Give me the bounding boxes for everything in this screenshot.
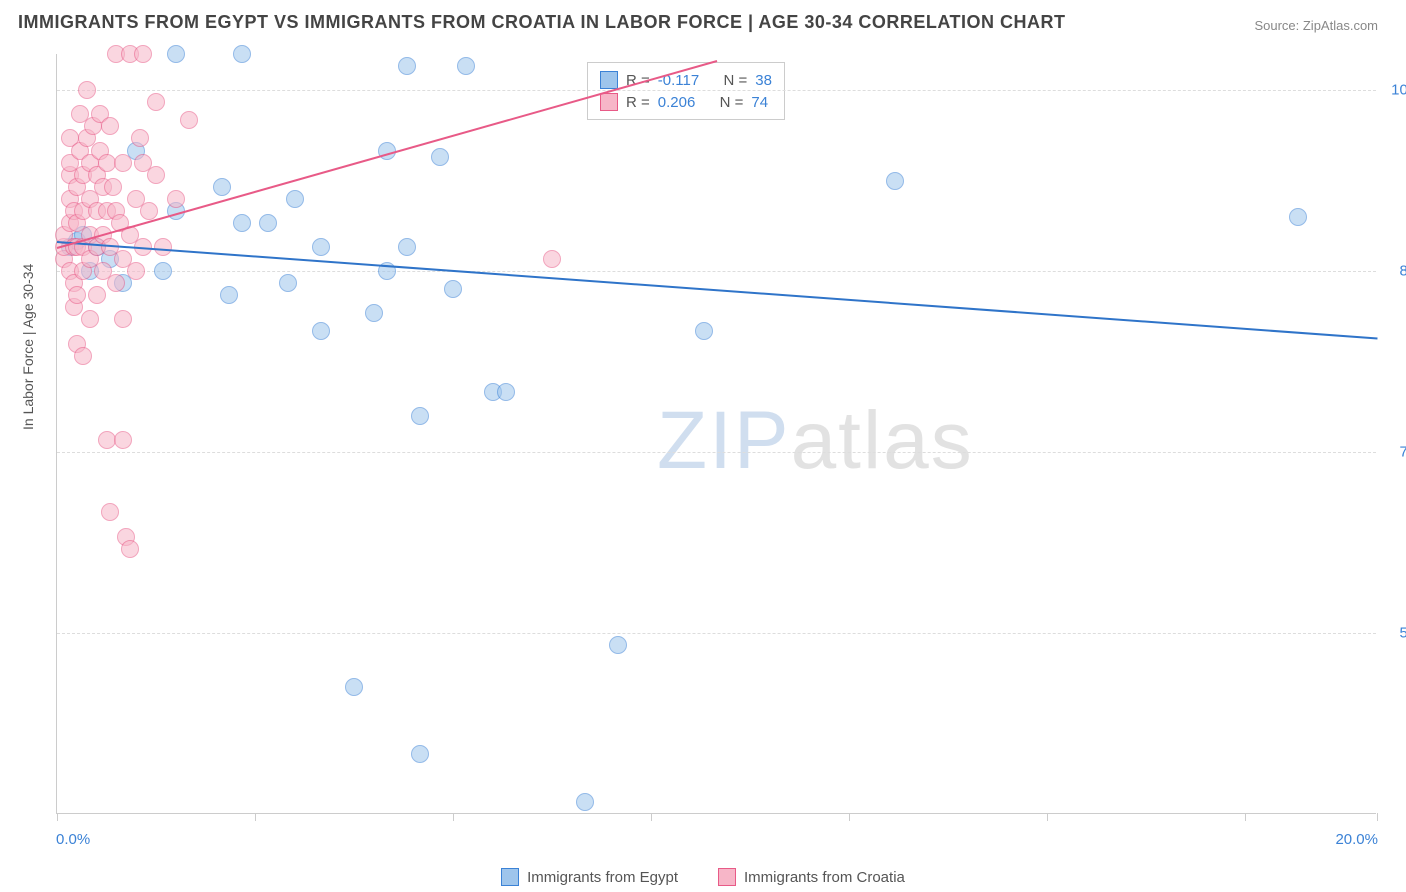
data-point-egypt bbox=[220, 286, 238, 304]
n-value: 74 bbox=[751, 94, 768, 111]
gridline-h bbox=[57, 271, 1376, 272]
data-point-egypt bbox=[431, 148, 449, 166]
data-point-egypt bbox=[286, 190, 304, 208]
data-point-croatia bbox=[101, 503, 119, 521]
y-tick-label: 85.0% bbox=[1382, 263, 1406, 280]
data-point-croatia bbox=[154, 238, 172, 256]
y-axis-label: In Labor Force | Age 30-34 bbox=[20, 264, 36, 430]
data-point-croatia bbox=[167, 190, 185, 208]
data-point-croatia bbox=[147, 93, 165, 111]
gridline-h bbox=[57, 452, 1376, 453]
scatter-plot: ZIPatlas R = -0.117 N = 38 R = 0.206 N =… bbox=[56, 54, 1376, 814]
x-tick-mark bbox=[651, 813, 652, 821]
data-point-croatia bbox=[131, 129, 149, 147]
data-point-egypt bbox=[497, 383, 515, 401]
bottom-legend: Immigrants from Egypt Immigrants from Cr… bbox=[0, 868, 1406, 886]
data-point-croatia bbox=[114, 431, 132, 449]
data-point-croatia bbox=[121, 540, 139, 558]
swatch-croatia bbox=[600, 93, 618, 111]
chart-title: IMMIGRANTS FROM EGYPT VS IMMIGRANTS FROM… bbox=[18, 12, 1066, 33]
source-label: Source: ZipAtlas.com bbox=[1254, 18, 1378, 33]
legend-item-egypt: Immigrants from Egypt bbox=[501, 868, 678, 886]
data-point-egypt bbox=[312, 238, 330, 256]
data-point-croatia bbox=[88, 286, 106, 304]
data-point-croatia bbox=[81, 310, 99, 328]
x-tick-mark bbox=[1377, 813, 1378, 821]
r-label: R = bbox=[626, 94, 650, 111]
data-point-croatia bbox=[98, 431, 116, 449]
gridline-h bbox=[57, 90, 1376, 91]
data-point-croatia bbox=[107, 274, 125, 292]
data-point-egypt bbox=[233, 45, 251, 63]
data-point-egypt bbox=[213, 178, 231, 196]
data-point-egypt bbox=[609, 636, 627, 654]
x-tick-mark bbox=[849, 813, 850, 821]
data-point-croatia bbox=[180, 111, 198, 129]
data-point-egypt bbox=[233, 214, 251, 232]
data-point-croatia bbox=[134, 45, 152, 63]
data-point-egypt bbox=[154, 262, 172, 280]
data-point-croatia bbox=[127, 262, 145, 280]
y-tick-label: 55.0% bbox=[1382, 625, 1406, 642]
trendline bbox=[57, 241, 1377, 340]
r-value: 0.206 bbox=[658, 94, 696, 111]
data-point-croatia bbox=[98, 154, 116, 172]
data-point-croatia bbox=[78, 81, 96, 99]
data-point-egypt bbox=[365, 304, 383, 322]
watermark: ZIPatlas bbox=[657, 394, 974, 488]
data-point-egypt bbox=[576, 793, 594, 811]
data-point-egypt bbox=[259, 214, 277, 232]
data-point-egypt bbox=[312, 322, 330, 340]
x-tick-mark bbox=[57, 813, 58, 821]
data-point-egypt bbox=[398, 238, 416, 256]
data-point-egypt bbox=[444, 280, 462, 298]
data-point-egypt bbox=[398, 57, 416, 75]
y-tick-label: 100.0% bbox=[1382, 82, 1406, 99]
data-point-croatia bbox=[114, 310, 132, 328]
x-tick-mark bbox=[1047, 813, 1048, 821]
legend-item-croatia: Immigrants from Croatia bbox=[718, 868, 905, 886]
data-point-croatia bbox=[68, 286, 86, 304]
x-tick-left: 0.0% bbox=[56, 831, 90, 848]
n-label: N = bbox=[720, 94, 744, 111]
data-point-egypt bbox=[167, 45, 185, 63]
legend-label-egypt: Immigrants from Egypt bbox=[527, 869, 678, 886]
legend-swatch-egypt bbox=[501, 868, 519, 886]
n-label: N = bbox=[724, 72, 748, 89]
swatch-egypt bbox=[600, 71, 618, 89]
data-point-croatia bbox=[114, 154, 132, 172]
data-point-egypt bbox=[1289, 208, 1307, 226]
data-point-croatia bbox=[101, 117, 119, 135]
legend-swatch-croatia bbox=[718, 868, 736, 886]
data-point-egypt bbox=[345, 678, 363, 696]
data-point-croatia bbox=[140, 202, 158, 220]
data-point-egypt bbox=[695, 322, 713, 340]
data-point-egypt bbox=[886, 172, 904, 190]
x-tick-mark bbox=[255, 813, 256, 821]
data-point-croatia bbox=[104, 178, 122, 196]
x-tick-mark bbox=[1245, 813, 1246, 821]
data-point-egypt bbox=[411, 407, 429, 425]
y-tick-label: 70.0% bbox=[1382, 444, 1406, 461]
x-tick-right: 20.0% bbox=[1335, 831, 1378, 848]
data-point-croatia bbox=[543, 250, 561, 268]
trendline bbox=[57, 60, 718, 249]
data-point-egypt bbox=[457, 57, 475, 75]
data-point-croatia bbox=[147, 166, 165, 184]
x-tick-mark bbox=[453, 813, 454, 821]
data-point-croatia bbox=[74, 347, 92, 365]
n-value: 38 bbox=[755, 72, 772, 89]
gridline-h bbox=[57, 633, 1376, 634]
data-point-egypt bbox=[279, 274, 297, 292]
legend-label-croatia: Immigrants from Croatia bbox=[744, 869, 905, 886]
stats-row-croatia: R = 0.206 N = 74 bbox=[600, 91, 772, 113]
data-point-egypt bbox=[411, 745, 429, 763]
